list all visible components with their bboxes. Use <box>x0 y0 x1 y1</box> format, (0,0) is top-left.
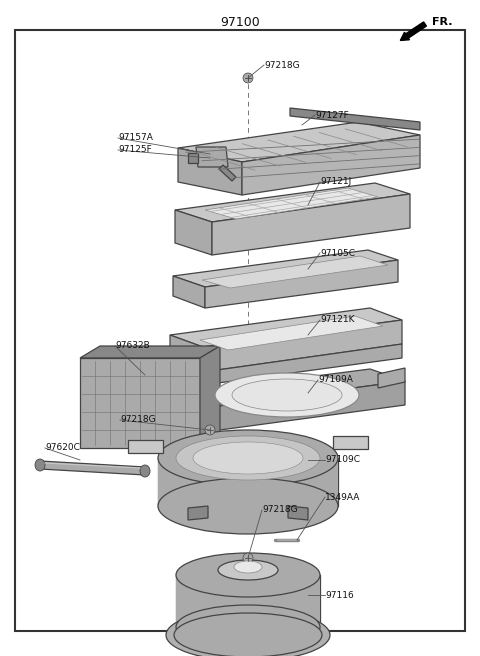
Polygon shape <box>200 316 383 350</box>
Text: 1349AA: 1349AA <box>325 493 360 501</box>
Polygon shape <box>173 250 398 287</box>
Text: 97121K: 97121K <box>320 316 355 325</box>
Ellipse shape <box>243 553 253 563</box>
Polygon shape <box>205 188 378 219</box>
Ellipse shape <box>176 553 320 597</box>
Polygon shape <box>150 380 175 401</box>
Polygon shape <box>202 256 388 288</box>
FancyArrow shape <box>400 22 426 41</box>
Ellipse shape <box>243 73 253 83</box>
Polygon shape <box>178 122 420 162</box>
Polygon shape <box>212 194 410 255</box>
Text: 97109A: 97109A <box>318 375 353 384</box>
Ellipse shape <box>234 561 262 573</box>
Polygon shape <box>203 320 402 372</box>
Ellipse shape <box>174 613 322 656</box>
Polygon shape <box>288 506 308 520</box>
Ellipse shape <box>218 560 278 580</box>
Bar <box>176 575 320 627</box>
Polygon shape <box>175 183 410 222</box>
Text: 97632B: 97632B <box>115 342 150 350</box>
Ellipse shape <box>166 609 330 656</box>
Ellipse shape <box>35 459 45 471</box>
Ellipse shape <box>176 436 320 480</box>
Polygon shape <box>170 335 203 372</box>
Text: 97127F: 97127F <box>315 110 349 119</box>
Polygon shape <box>200 346 220 448</box>
Polygon shape <box>40 461 145 475</box>
Text: 97100: 97100 <box>220 16 260 28</box>
Text: 97121J: 97121J <box>320 178 351 186</box>
Polygon shape <box>333 436 368 449</box>
Text: 97157A: 97157A <box>118 134 153 142</box>
Ellipse shape <box>158 478 338 534</box>
Text: 97109C: 97109C <box>325 455 360 464</box>
Polygon shape <box>128 440 163 453</box>
Polygon shape <box>170 360 203 385</box>
Text: 97105C: 97105C <box>320 249 355 258</box>
Polygon shape <box>80 358 200 448</box>
Polygon shape <box>175 210 212 255</box>
Text: 97218G: 97218G <box>264 60 300 70</box>
Polygon shape <box>203 344 402 385</box>
Ellipse shape <box>205 425 215 435</box>
Bar <box>158 458 338 506</box>
Text: FR.: FR. <box>432 17 453 27</box>
Polygon shape <box>196 147 228 167</box>
Polygon shape <box>219 165 236 181</box>
Text: 97620C: 97620C <box>45 443 80 453</box>
Polygon shape <box>205 381 405 432</box>
Polygon shape <box>80 346 220 358</box>
Polygon shape <box>178 148 242 195</box>
Ellipse shape <box>232 379 342 411</box>
Ellipse shape <box>193 442 303 474</box>
Ellipse shape <box>140 465 150 477</box>
Polygon shape <box>378 368 405 388</box>
Text: 97116: 97116 <box>325 590 354 600</box>
Polygon shape <box>188 506 208 520</box>
Ellipse shape <box>158 430 338 486</box>
Polygon shape <box>242 135 420 195</box>
Ellipse shape <box>176 605 320 649</box>
Polygon shape <box>173 276 205 308</box>
Polygon shape <box>168 395 205 432</box>
Polygon shape <box>170 308 402 347</box>
Polygon shape <box>188 153 198 163</box>
Ellipse shape <box>215 373 359 417</box>
Polygon shape <box>168 369 405 408</box>
Polygon shape <box>290 108 420 130</box>
Text: 97125F: 97125F <box>118 146 152 155</box>
Text: 97218G: 97218G <box>120 415 156 424</box>
Polygon shape <box>205 260 398 308</box>
Text: 97218G: 97218G <box>262 506 298 514</box>
